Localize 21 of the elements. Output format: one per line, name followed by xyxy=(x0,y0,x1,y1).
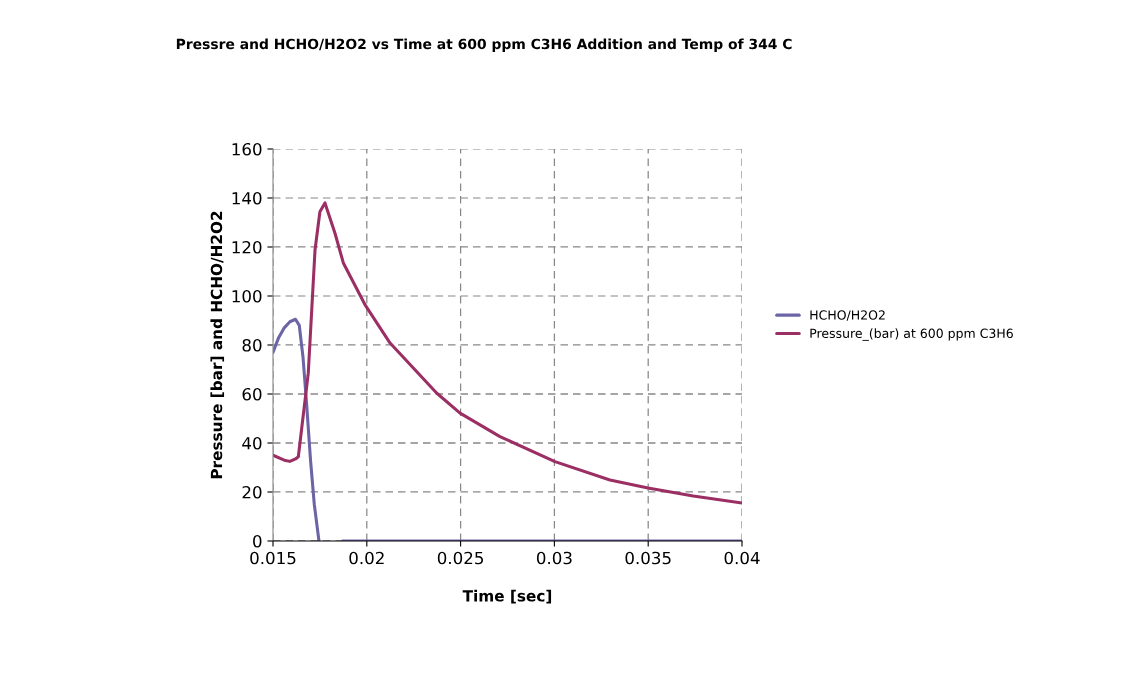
legend-label: HCHO/H2O2 xyxy=(810,310,885,321)
x-tick-label: 0.035 xyxy=(625,551,671,565)
legend-label: Pressure_(bar) at 600 ppm C3H6 xyxy=(810,328,1013,341)
y-tick-label: 160 xyxy=(232,142,262,156)
x-tick-label: 0.02 xyxy=(349,551,384,565)
y-tick-label: 120 xyxy=(232,240,262,254)
x-tick-label: 0.025 xyxy=(437,551,483,565)
y-tick-label: 40 xyxy=(242,436,262,450)
x-tick-label: 0.04 xyxy=(724,551,760,565)
y-tick-label: 80 xyxy=(242,338,262,352)
x-tick-label: 0.03 xyxy=(536,551,572,565)
y-tick-label: 0 xyxy=(253,534,262,548)
x-tick-label: 0.015 xyxy=(250,551,296,565)
y-tick-label: 140 xyxy=(232,191,262,205)
y-tick-label: 100 xyxy=(232,289,262,303)
x-axis-title: Time [sec] xyxy=(462,589,552,604)
y-tick-label: 20 xyxy=(242,485,262,499)
chart-title: Pressre and HCHO/H2O2 vs Time at 600 ppm C3H6 Addition and Temp of 344 C xyxy=(176,38,792,52)
line-series xyxy=(273,201,742,505)
y-axis-title: Pressure [bar] and HCHO/H2O2 xyxy=(210,211,225,479)
y-tick-label: 60 xyxy=(242,387,262,401)
